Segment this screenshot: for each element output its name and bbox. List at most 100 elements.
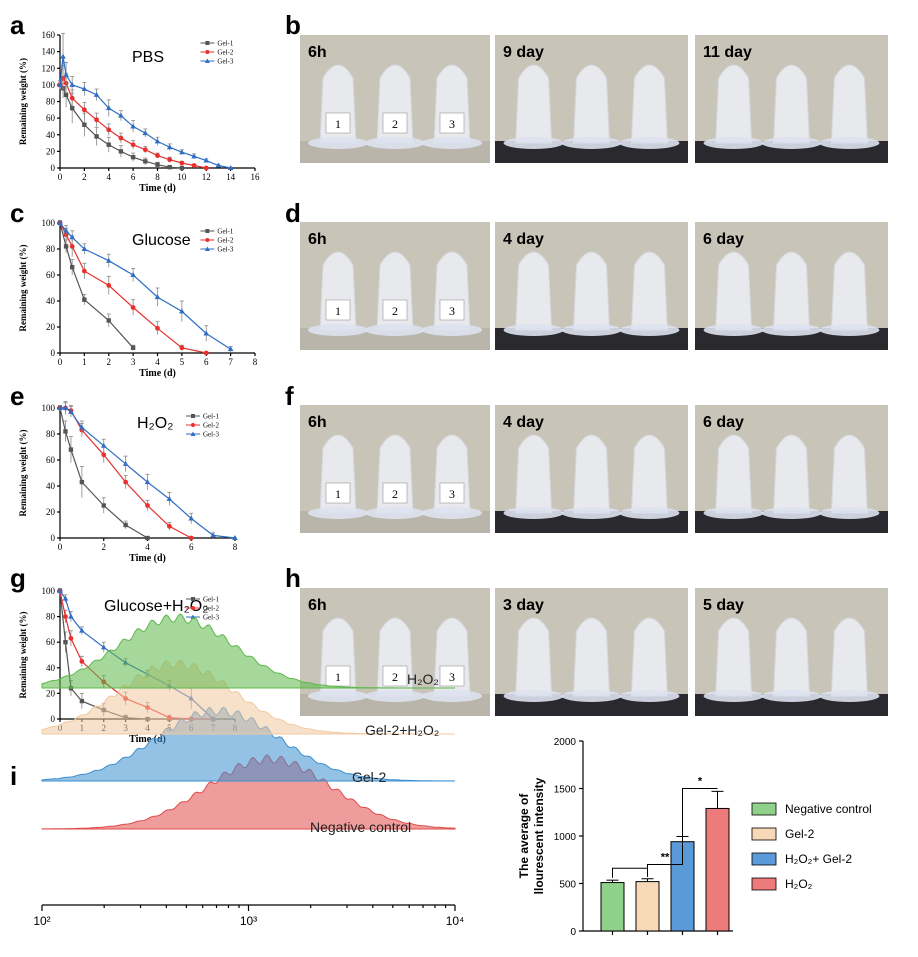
tube [503, 64, 564, 149]
data-point [154, 294, 161, 300]
legend-marker [205, 50, 210, 54]
tube [819, 64, 880, 149]
significance-label: ** [661, 852, 670, 864]
tube-body [715, 64, 753, 144]
x-tick-label: 6 [204, 357, 209, 367]
data-point [106, 142, 111, 147]
legend-label: Gel-2 [203, 422, 219, 430]
y-tick-label: 40 [46, 663, 56, 673]
tube [619, 617, 680, 702]
tube-base [761, 507, 822, 519]
tube-label-box [382, 299, 408, 321]
tube-label: 2 [392, 487, 398, 501]
y-tick-label: 80 [46, 612, 56, 622]
tube-body [772, 617, 811, 697]
data-point [63, 640, 68, 645]
tube-body [572, 434, 611, 514]
tube-label-box [325, 299, 351, 321]
data-point [101, 503, 106, 508]
data-point [79, 424, 85, 430]
series-gel-2: Gel-2 [57, 49, 234, 171]
histogram-label: Negative control [310, 819, 411, 835]
x-tick-label: 6 [131, 172, 136, 182]
photo-time-label: 3 day [503, 597, 544, 614]
bar-legend-label: H₂O₂ [785, 877, 813, 891]
x-tick-label: 4 [145, 542, 150, 552]
x-tick-label: 7 [228, 357, 233, 367]
significance-pair-0-1 [612, 867, 648, 878]
data-point [130, 305, 136, 310]
tube [619, 434, 680, 519]
y-tick-label: 80 [46, 244, 56, 254]
data-point [63, 429, 68, 434]
tube-body [772, 64, 811, 144]
data-point [155, 153, 160, 158]
y-tick-label: 0 [51, 348, 56, 358]
x-tick-label: 8 [233, 542, 238, 552]
data-point [69, 234, 75, 240]
panel-letter-i: i [10, 761, 17, 791]
tube [761, 64, 822, 149]
series-line [59, 222, 134, 349]
series-gel-3: Gel-3 [57, 402, 238, 540]
tube: 3 [422, 64, 482, 149]
tube [761, 251, 822, 336]
tube-body [830, 251, 868, 331]
significance-bracket [612, 867, 648, 878]
y-axis-label: Remaining weight (%) [18, 58, 28, 145]
photo-time-label: 6 day [703, 231, 744, 248]
data-point [57, 588, 63, 593]
bar-y-tick-label: 2000 [554, 737, 577, 748]
tube-label-box [439, 112, 465, 134]
tube-base [422, 324, 482, 336]
bar-y-tick-label: 500 [559, 880, 576, 891]
line-chart-a: 0 20 40 60 80 100 120 140 160 0 2 4 6 8 10 12 14 16 Time (… [18, 30, 260, 194]
series-gel-1: Gel-1 [57, 404, 219, 541]
tube [703, 64, 764, 149]
tube-label: 1 [335, 670, 341, 684]
bar-y-tick-label: 1000 [554, 832, 577, 843]
tube-body [572, 617, 611, 697]
data-point [69, 105, 75, 111]
bar-legend-label: Negative control [785, 802, 872, 816]
panel-letter-d: d [285, 198, 301, 228]
bar-legend-item: H₂O₂+ Gel-2 [751, 852, 852, 866]
tube-body [830, 64, 868, 144]
tube: 2 [365, 251, 425, 336]
data-point [62, 405, 69, 410]
tube-base [561, 507, 622, 519]
bar-legend-item: Negative control [751, 802, 872, 816]
data-point [105, 257, 112, 263]
photo-time-label: 6h [308, 597, 327, 614]
series-line [59, 222, 231, 350]
photo-2-2: 6 day [695, 405, 888, 533]
data-point [60, 53, 66, 59]
tube: 2 [365, 64, 425, 149]
tube: 2 [365, 434, 425, 519]
x-tick-label: 1 [82, 357, 87, 367]
tube-base [422, 507, 482, 519]
hist-tick-label: 10² [33, 914, 50, 928]
x-axis-label: Time (d) [129, 553, 166, 564]
data-point [100, 644, 107, 650]
tube-base [561, 690, 622, 702]
tube [503, 617, 564, 702]
legend-label: Gel-1 [203, 596, 219, 604]
tube: 1 [308, 251, 368, 336]
bar-y-axis-label-line2: llourescent intensity [532, 777, 546, 894]
tube [503, 251, 564, 336]
data-point [106, 127, 112, 133]
tube-base [703, 137, 764, 149]
y-tick-label: 60 [46, 270, 56, 280]
x-tick-label: 2 [82, 172, 87, 182]
significance-1: * [682, 776, 718, 836]
x-axis-label: Time (d) [139, 183, 176, 194]
y-tick-label: 100 [42, 218, 56, 228]
tube-base [308, 137, 368, 149]
data-point [191, 153, 197, 159]
data-point [106, 318, 111, 323]
y-tick-label: 80 [46, 97, 56, 107]
y-tick-label: 160 [42, 30, 56, 40]
tube-base [761, 137, 822, 149]
